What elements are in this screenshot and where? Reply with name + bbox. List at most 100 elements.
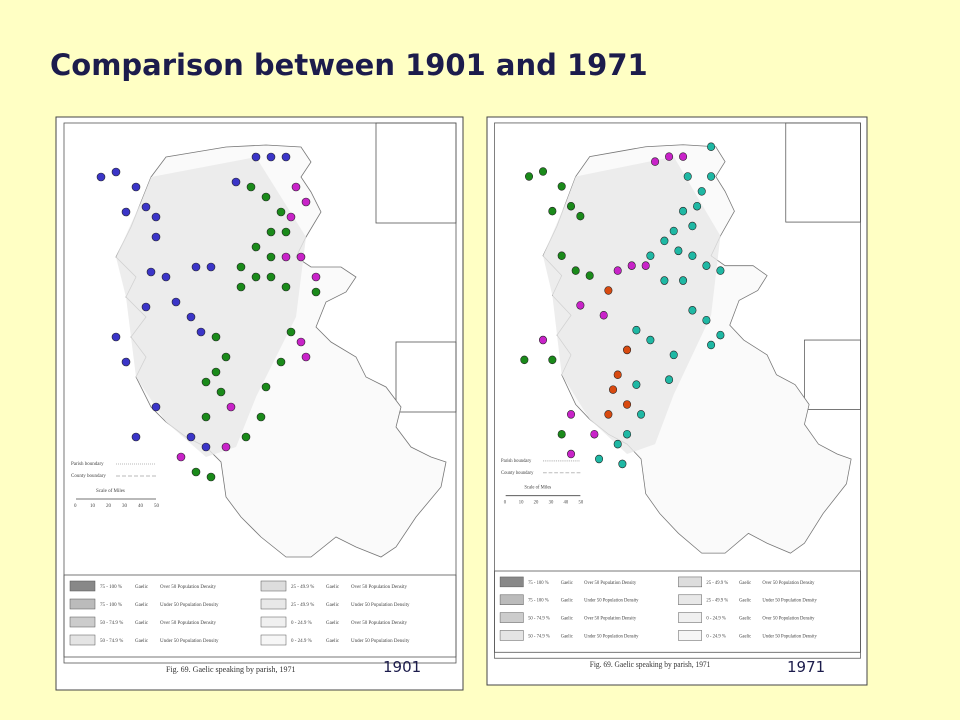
parish-dot bbox=[641, 261, 650, 270]
parish-dot bbox=[236, 282, 246, 292]
parish-dot bbox=[196, 327, 206, 337]
legend-density: Under 50 Population Density bbox=[584, 634, 639, 639]
inset-orkney bbox=[804, 339, 861, 410]
parish-dot bbox=[281, 227, 291, 237]
legend-swatch bbox=[499, 594, 524, 605]
parish-dot bbox=[146, 267, 156, 277]
legend-range: 50 - 74.9 % bbox=[100, 621, 123, 626]
scale-tick: 0 bbox=[74, 504, 77, 509]
parish-dot bbox=[131, 182, 141, 192]
parish-dot bbox=[266, 152, 276, 162]
parish-dot bbox=[548, 355, 557, 365]
scale-tick: 40 bbox=[138, 504, 144, 509]
parish-dot bbox=[161, 272, 171, 282]
parish-dot bbox=[281, 252, 291, 262]
parish-dot bbox=[231, 177, 241, 187]
parish-dot bbox=[266, 227, 276, 237]
legend-range: 75 - 100 % bbox=[528, 581, 549, 586]
parish-dot bbox=[618, 459, 627, 469]
parish-dot bbox=[539, 167, 548, 176]
figure-caption: Fig. 69. Gaelic speaking by parish, 1971 bbox=[590, 660, 711, 669]
parish-dot bbox=[111, 167, 121, 177]
legend-density: Over 50 Population Density bbox=[351, 621, 407, 626]
parish-dot bbox=[131, 432, 141, 442]
parish-dot bbox=[525, 172, 534, 181]
legend-language: Gaelic bbox=[561, 616, 573, 621]
parish-dot bbox=[96, 172, 106, 182]
legend-language: Gaelic bbox=[326, 639, 340, 644]
parish-dot bbox=[669, 350, 678, 360]
parish-dot bbox=[646, 251, 655, 261]
parish-dot bbox=[211, 332, 221, 342]
parish-dot bbox=[191, 467, 201, 477]
parish-dot bbox=[241, 432, 251, 442]
parish-dot bbox=[301, 197, 311, 207]
parish-dot bbox=[151, 402, 161, 412]
parish-dot bbox=[276, 357, 286, 367]
legend-density: Under 50 Population Density bbox=[762, 634, 817, 639]
parish-dot bbox=[141, 302, 151, 312]
legend-language: Gaelic bbox=[739, 634, 751, 639]
legend-language: Gaelic bbox=[326, 603, 340, 608]
legend-swatch bbox=[499, 630, 524, 641]
parish-dot bbox=[281, 152, 291, 162]
parish-dot bbox=[567, 449, 576, 459]
parish-dot bbox=[221, 442, 231, 452]
legend-range: 25 - 49.9 % bbox=[291, 585, 314, 590]
year-label: 1971 bbox=[787, 658, 825, 676]
legend-range: 0 - 24.9 % bbox=[706, 634, 725, 639]
parish-dot bbox=[121, 207, 131, 217]
key-parish: Parish boundary bbox=[501, 459, 532, 464]
hatched-region bbox=[116, 157, 306, 457]
scale-tick: 0 bbox=[504, 501, 507, 506]
inset-shetland bbox=[375, 122, 457, 224]
legend-range: 50 - 74.9 % bbox=[528, 634, 550, 639]
parish-dot bbox=[683, 172, 692, 181]
scale-tick: 30 bbox=[122, 504, 128, 509]
scale-title: Scale of Miles bbox=[524, 486, 551, 491]
parish-dot bbox=[236, 262, 246, 272]
legend-language: Gaelic bbox=[135, 639, 149, 644]
legend-swatch bbox=[678, 612, 702, 623]
parish-dot bbox=[206, 262, 216, 272]
legend-range: 0 - 24.9 % bbox=[291, 639, 312, 644]
parish-dot bbox=[201, 442, 211, 452]
legend-range: 0 - 24.9 % bbox=[291, 621, 312, 626]
parish-dot bbox=[226, 402, 236, 412]
legend-range: 25 - 49.9 % bbox=[291, 603, 314, 608]
parish-dot bbox=[216, 387, 226, 397]
legend-language: Gaelic bbox=[326, 585, 340, 590]
legend-language: Gaelic bbox=[739, 599, 751, 604]
parish-dot bbox=[266, 252, 276, 262]
parish-dot bbox=[557, 251, 566, 261]
parish-dot bbox=[256, 412, 266, 422]
parish-dot bbox=[251, 272, 261, 282]
parish-dot bbox=[665, 152, 674, 161]
parish-dot bbox=[632, 325, 641, 335]
scale-tick: 30 bbox=[549, 501, 554, 506]
legend-swatch bbox=[260, 634, 287, 646]
legend-density: Under 50 Population Density bbox=[762, 599, 817, 604]
year-label: 1901 bbox=[383, 658, 421, 676]
legend-swatch bbox=[260, 616, 287, 628]
parish-dot bbox=[301, 352, 311, 362]
parish-dot bbox=[539, 335, 548, 345]
legend-swatch bbox=[499, 576, 524, 588]
parish-dot bbox=[674, 246, 683, 256]
parish-dot bbox=[590, 429, 599, 439]
inset-shetland bbox=[785, 122, 861, 223]
scale-tick: 40 bbox=[564, 501, 569, 506]
parish-dot bbox=[567, 201, 576, 211]
parish-dot bbox=[716, 330, 725, 340]
parish-dot bbox=[201, 377, 211, 387]
parish-dot bbox=[291, 182, 301, 192]
parish-dot bbox=[609, 385, 618, 394]
legend-density: Under 50 Population Density bbox=[351, 639, 410, 644]
legend-language: Gaelic bbox=[135, 585, 149, 590]
parish-dot bbox=[702, 261, 711, 270]
scale-tick: 20 bbox=[534, 501, 539, 506]
parish-dot bbox=[665, 375, 674, 384]
legend-density: Under 50 Population Density bbox=[584, 599, 639, 604]
parish-dot bbox=[246, 182, 256, 192]
